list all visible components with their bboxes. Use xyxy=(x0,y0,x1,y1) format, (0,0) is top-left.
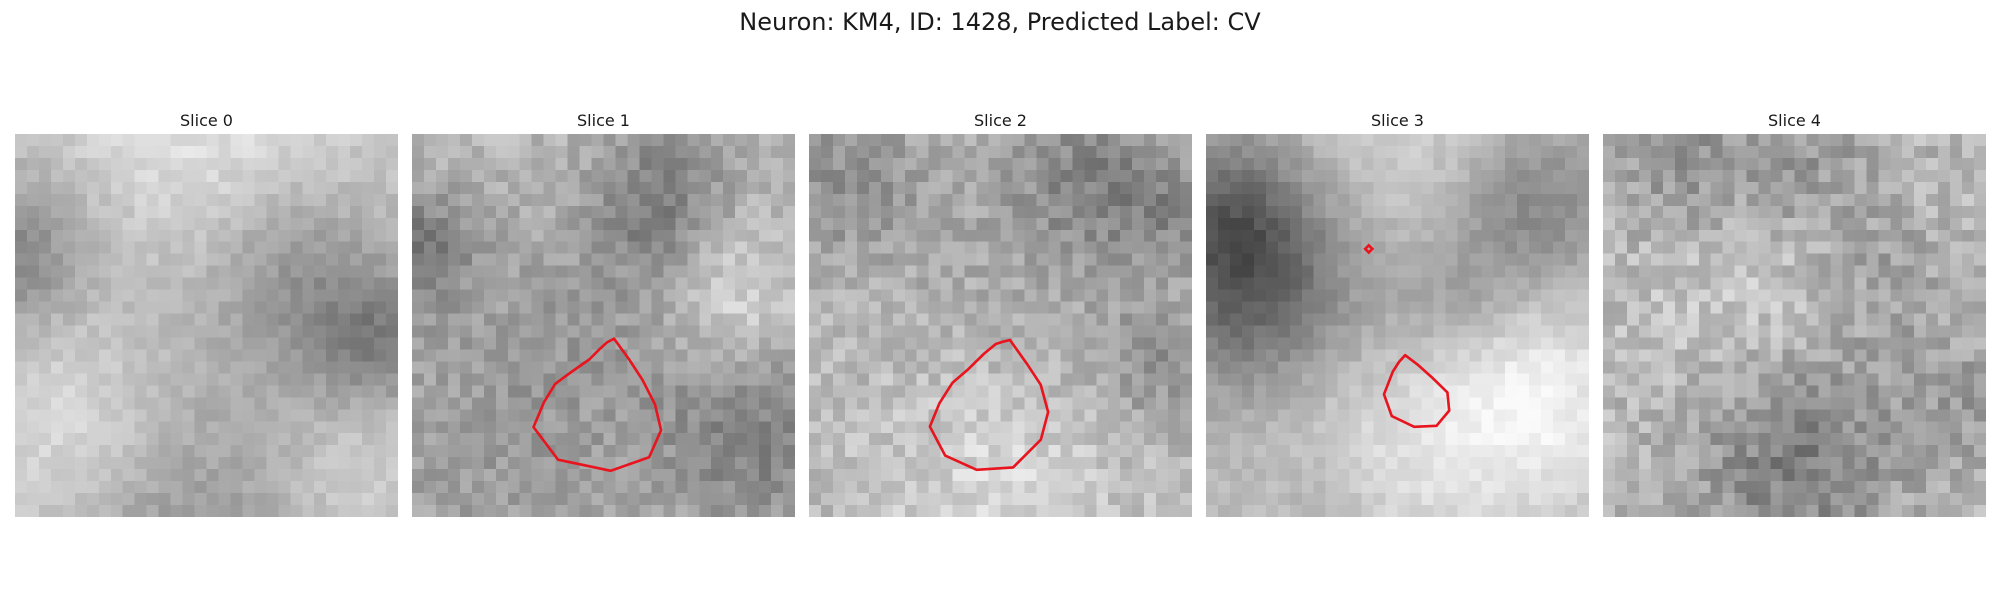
figure-title: Neuron: KM4, ID: 1428, Predicted Label: … xyxy=(739,8,1261,36)
slice-title-4: Slice 4 xyxy=(1768,111,1821,130)
slice-image-3 xyxy=(1206,134,1589,517)
segmentation-contour xyxy=(532,337,663,473)
slice-image-4 xyxy=(1603,134,1986,517)
slice-image-0 xyxy=(15,134,398,517)
slice-panel-2: Slice 2 xyxy=(809,108,1192,517)
slice-image-2 xyxy=(809,134,1192,517)
segmentation-contour xyxy=(928,338,1050,472)
slice-panel-1: Slice 1 xyxy=(412,108,795,517)
segmentation-contour xyxy=(1382,353,1451,429)
slice-title-0: Slice 0 xyxy=(180,111,233,130)
slice-image-1 xyxy=(412,134,795,517)
slice-panel-4: Slice 4 xyxy=(1603,108,1986,517)
slice-title-2: Slice 2 xyxy=(974,111,1027,130)
slice-panel-0: Slice 0 xyxy=(15,108,398,517)
slice-title-3: Slice 3 xyxy=(1371,111,1424,130)
slice-panel-3: Slice 3 xyxy=(1206,108,1589,517)
slice-title-1: Slice 1 xyxy=(577,111,630,130)
segmentation-contour-small xyxy=(1363,243,1375,255)
